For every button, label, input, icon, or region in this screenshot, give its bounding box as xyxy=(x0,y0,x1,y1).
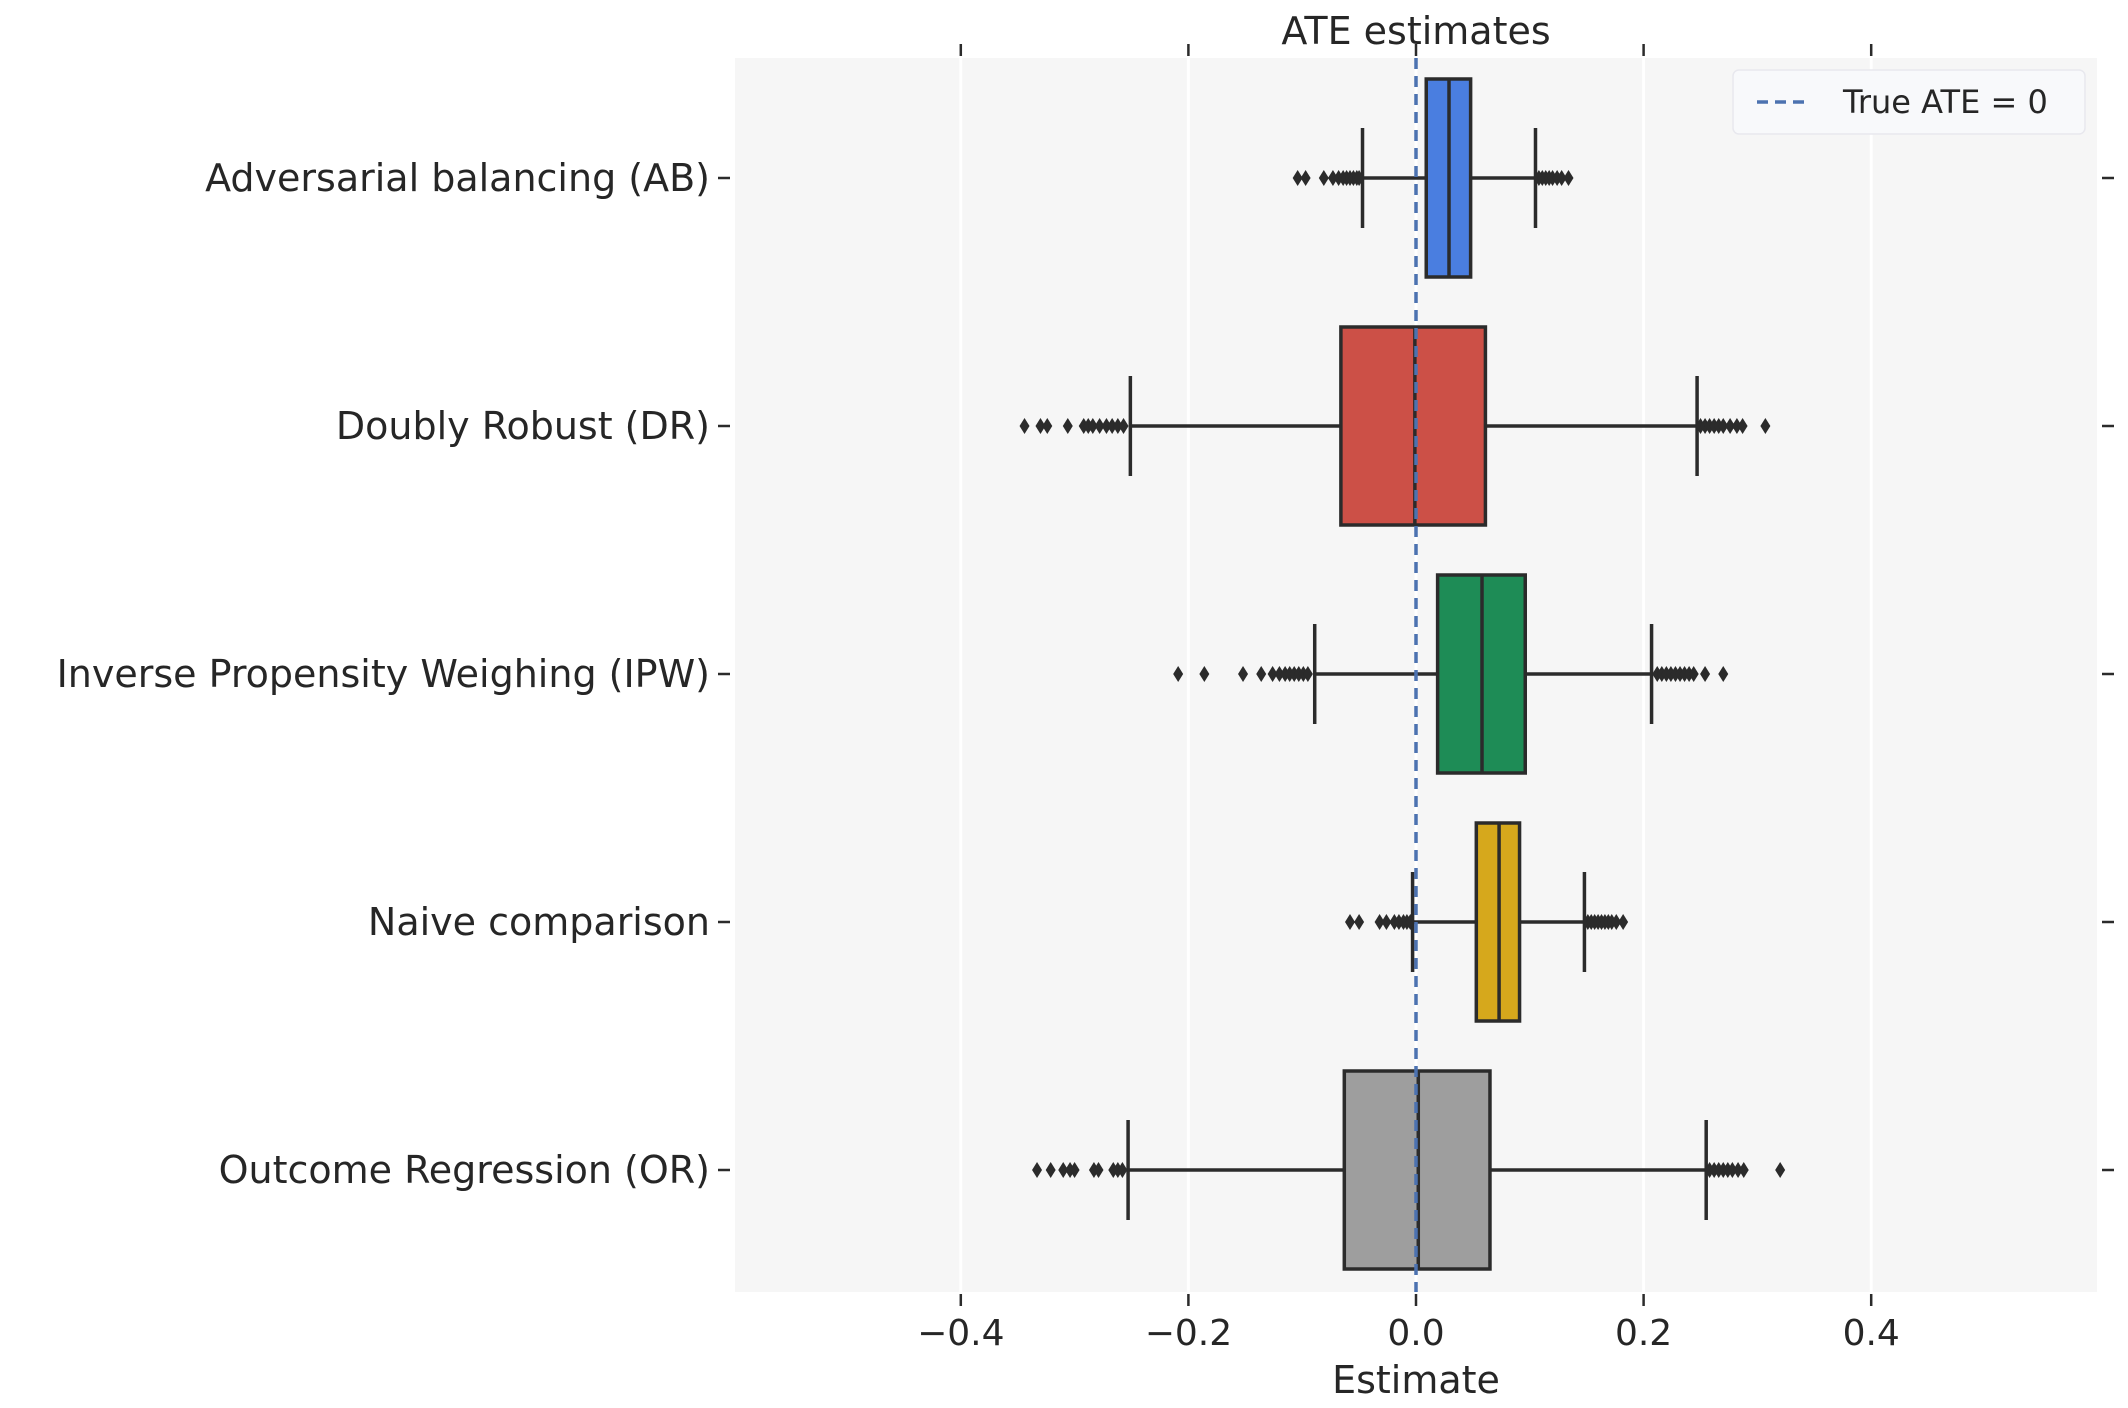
outlier-point xyxy=(1274,666,1285,682)
outlier-point xyxy=(1327,170,1338,186)
outlier-point xyxy=(1563,170,1574,186)
outlier-point xyxy=(1731,418,1742,434)
legend: True ATE = 0 xyxy=(1732,69,2086,135)
outlier-point xyxy=(1173,666,1184,682)
outlier-point xyxy=(1302,666,1313,682)
x-tick-label: −0.4 xyxy=(917,1313,1004,1354)
legend-label: True ATE = 0 xyxy=(1842,83,2048,121)
outlier-point xyxy=(1019,418,1030,434)
outlier-point xyxy=(1117,1162,1128,1178)
outlier-point xyxy=(1405,914,1416,930)
outlier-point xyxy=(1354,914,1365,930)
outlier-point xyxy=(1688,666,1699,682)
axis-labels: −0.4 −0.2 0.0 0.2 0.4 Adversarial balancing (… xyxy=(57,156,1900,1354)
outlier-point xyxy=(1069,1162,1080,1178)
x-tick-label: 0.0 xyxy=(1387,1313,1444,1354)
outlier-point xyxy=(1042,418,1053,434)
box-adversarial-balancing-ab xyxy=(1292,77,1574,279)
outlier-point xyxy=(1035,418,1046,434)
legend-frame xyxy=(1732,69,2086,135)
outlier-point xyxy=(1738,1162,1749,1178)
y-tick-label: Naive comparison xyxy=(368,900,710,944)
outlier-point xyxy=(1775,1162,1786,1178)
outlier-point xyxy=(1267,666,1278,682)
outlier-point xyxy=(1344,914,1355,930)
outlier-point xyxy=(1737,418,1748,434)
y-tick-label: Inverse Propensity Weighing (IPW) xyxy=(57,652,710,696)
outlier-point xyxy=(1618,914,1629,930)
box-naive-comparison xyxy=(1344,821,1629,1023)
outlier-point xyxy=(1087,418,1098,434)
outlier-point xyxy=(1093,1162,1104,1178)
outlier-point xyxy=(1199,666,1210,682)
outlier-point xyxy=(1094,418,1105,434)
outlier-point xyxy=(1700,666,1711,682)
y-tick-label: Adversarial balancing (AB) xyxy=(205,156,710,200)
outlier-point xyxy=(1733,1162,1744,1178)
outlier-point xyxy=(1062,418,1073,434)
outlier-point xyxy=(1058,1162,1069,1178)
outlier-point xyxy=(1032,1162,1043,1178)
outlier-point xyxy=(1238,666,1249,682)
axis-ticks xyxy=(718,44,2114,1306)
outlier-point xyxy=(1354,170,1365,186)
outlier-point xyxy=(1725,418,1736,434)
outlier-point xyxy=(1374,914,1385,930)
outlier-point xyxy=(1760,418,1771,434)
y-tick-label: Outcome Regression (OR) xyxy=(219,1148,710,1192)
outlier-point xyxy=(1718,666,1729,682)
outlier-point xyxy=(1300,170,1311,186)
outlier-point xyxy=(1292,170,1303,186)
outlier-point xyxy=(1256,666,1267,682)
outlier-point xyxy=(1118,418,1129,434)
x-axis-title: Estimate xyxy=(1332,1358,1500,1402)
outlier-point xyxy=(1318,170,1329,186)
outlier-point xyxy=(1381,914,1392,930)
box-doubly-robust-dr xyxy=(1019,325,1771,527)
outlier-point xyxy=(1556,170,1567,186)
outlier-point xyxy=(1718,418,1729,434)
outlier-point xyxy=(1101,418,1112,434)
outlier-point xyxy=(1112,418,1123,434)
outlier-point xyxy=(1107,418,1118,434)
x-tick-label: −0.2 xyxy=(1145,1313,1232,1354)
outlier-point xyxy=(1611,914,1622,930)
y-tick-label: Doubly Robust (DR) xyxy=(336,404,710,448)
outlier-point xyxy=(1727,1162,1738,1178)
box-series xyxy=(1019,77,1786,1271)
outlier-point xyxy=(1045,1162,1056,1178)
chart-title: ATE estimates xyxy=(1281,9,1550,53)
box-inverse-propensity-weighing-ipw xyxy=(1173,573,1729,775)
x-tick-label: 0.4 xyxy=(1843,1313,1900,1354)
x-tick-label: 0.2 xyxy=(1615,1313,1672,1354)
